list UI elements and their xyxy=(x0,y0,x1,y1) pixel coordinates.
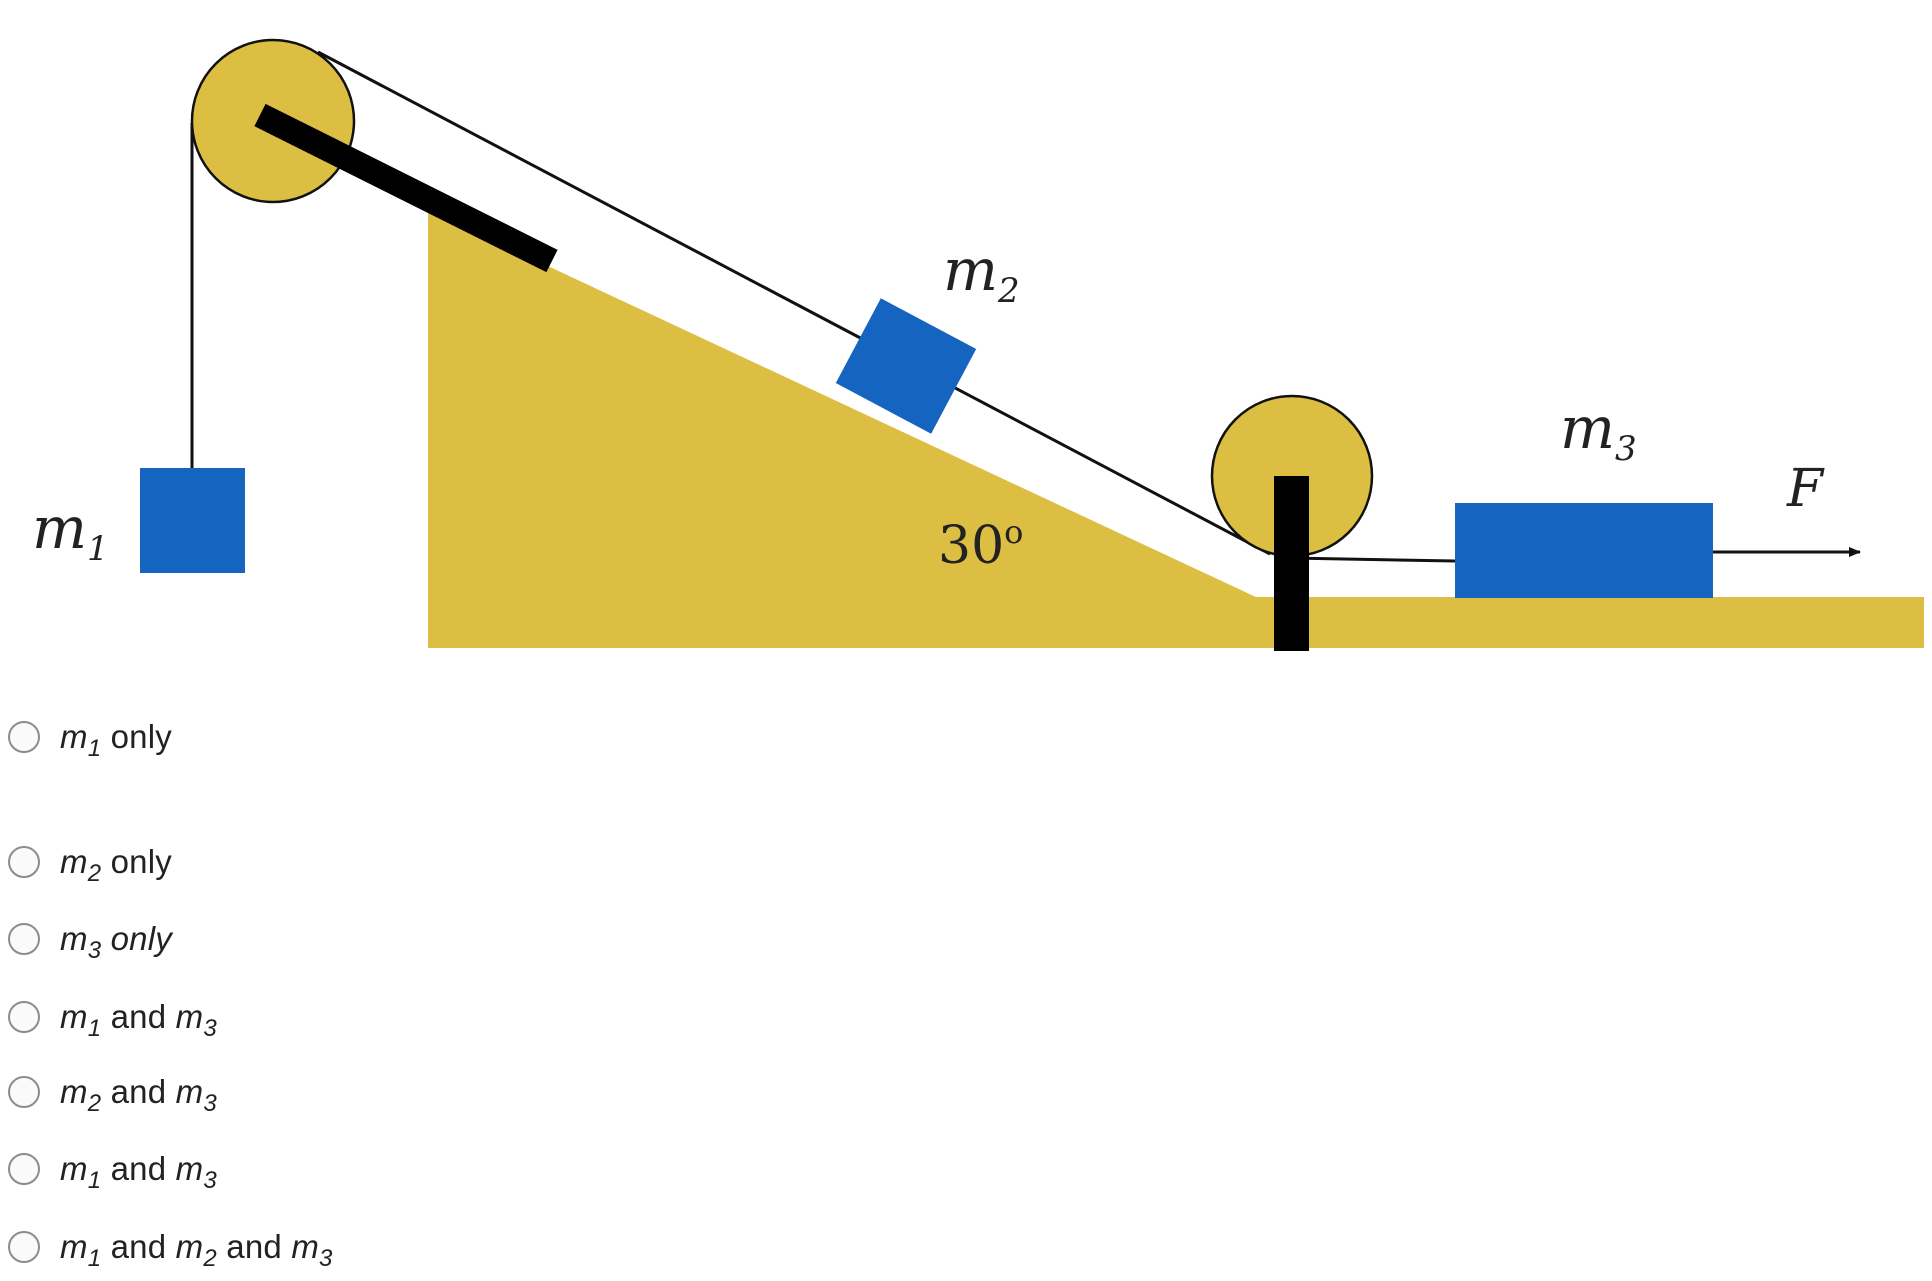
choice-label: m3 only xyxy=(60,920,172,964)
choice-label: m2 and m3 xyxy=(60,1073,217,1117)
choice-option[interactable]: m2 and m3 xyxy=(8,1070,217,1117)
radio-button[interactable] xyxy=(8,1001,40,1033)
rope-incline xyxy=(317,50,1271,556)
block-m2 xyxy=(835,298,977,434)
incline-wedge xyxy=(428,210,1258,648)
radio-button[interactable] xyxy=(8,1076,40,1108)
choice-option[interactable]: m3 only xyxy=(8,917,172,964)
block-m3 xyxy=(1455,503,1713,598)
label-force: F xyxy=(1786,459,1825,519)
top-rod xyxy=(254,103,558,273)
label-angle: 30o xyxy=(938,513,1023,576)
choice-option[interactable]: m1 and m2 and m3 xyxy=(8,1225,333,1272)
choice-label: m2 only xyxy=(60,843,172,887)
label-m2: m2 xyxy=(943,236,1020,311)
choice-option[interactable]: m1 only xyxy=(8,715,172,762)
choice-option[interactable]: m1 and m3 xyxy=(8,995,217,1042)
radio-button[interactable] xyxy=(8,721,40,753)
floor-surface xyxy=(1250,597,1924,648)
radio-button[interactable] xyxy=(8,1153,40,1185)
choice-label: m1 only xyxy=(60,718,172,762)
bottom-rod xyxy=(1274,476,1309,651)
choice-option[interactable]: m1 and m3 xyxy=(8,1147,217,1194)
choice-label: m1 and m3 xyxy=(60,998,217,1042)
label-m1: m1 xyxy=(32,494,109,569)
choice-label: m1 and m3 xyxy=(60,1150,217,1194)
choice-label: m1 and m2 and m3 xyxy=(60,1228,333,1272)
pulley-incline-diagram: m1 m2 m3 30o F xyxy=(32,38,1924,651)
choice-option[interactable]: m2 only xyxy=(8,840,172,887)
rope-horizontal xyxy=(1289,556,1456,563)
radio-button[interactable] xyxy=(8,923,40,955)
radio-button[interactable] xyxy=(8,846,40,878)
radio-button[interactable] xyxy=(8,1231,40,1263)
block-m1 xyxy=(140,468,245,573)
label-m3: m3 xyxy=(1560,394,1637,469)
